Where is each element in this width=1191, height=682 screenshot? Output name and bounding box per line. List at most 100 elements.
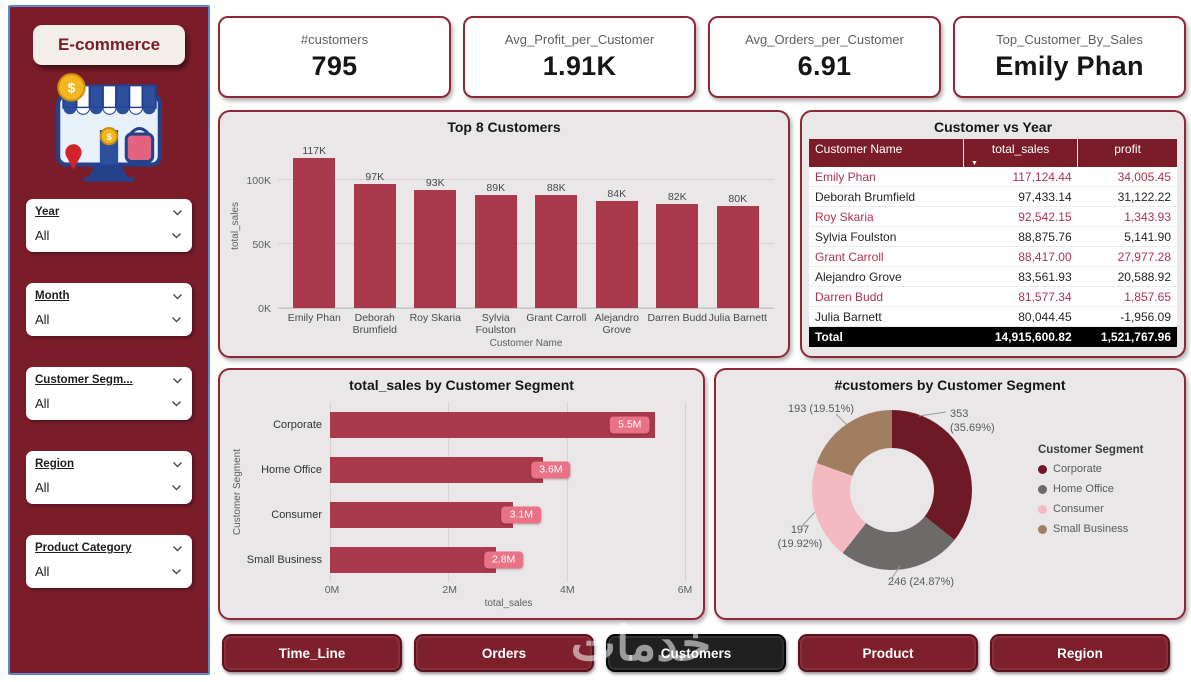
top8-bar-sylvia-foulston[interactable] [474,194,517,308]
table-row[interactable]: Julia Barnett 80,044.45 -1,956.09 [809,306,1177,327]
bar-column: 88K [526,142,587,308]
donut-ring[interactable] [812,410,972,570]
nav-button-product[interactable]: Product [798,634,978,672]
cell-profit: 1,857.65 [1077,286,1177,307]
table-row[interactable]: Grant Carroll 88,417.00 27,977.28 [809,246,1177,267]
y-axis-title: Customer Segment [231,448,243,536]
column-header-customer-name[interactable]: Customer Name [809,139,964,167]
segment-bar-home-office[interactable] [330,456,543,483]
category-label: Consumer [271,508,322,521]
x-axis-label: Julia Barnett [708,312,767,324]
legend-label: Small Business [1053,523,1129,535]
table-row[interactable]: Darren Budd 81,577.34 1,857.65 [809,286,1177,307]
chevron-down-icon[interactable] [172,545,183,552]
table-row[interactable]: Roy Skaria 92,542.15 1,343.93 [809,206,1177,227]
chevron-down-icon[interactable] [171,568,182,575]
top8-bar-emily-phan[interactable] [293,158,336,308]
kpi-card-avg-profit: Avg_Profit_per_Customer 1.91K [463,16,696,98]
bar-value-label: 80K [728,192,748,205]
legend-item-home-office[interactable]: Home Office [1038,483,1143,495]
bar-value-badge: 2.8M [483,551,524,568]
category-label: Home Office [261,463,322,476]
bar-value-label: 117K [302,145,327,158]
filter-region: Region All [26,451,192,504]
cell-total-sales: 92,542.15 [963,206,1078,227]
x-axis-tick-label: 6M [677,584,693,596]
table-row[interactable]: Deborah Brumfield 97,433.14 31,122.22 [809,186,1177,207]
bar-value-badge: 3.6M [531,461,571,478]
table-header-row: Customer Name total_sales ▼ profit [809,139,1177,167]
chevron-down-icon[interactable] [172,209,183,216]
segment-bar-consumer[interactable] [330,501,514,528]
bar-value-badge: 5.5M [610,416,650,433]
table-row[interactable]: Alejandro Grove 83,561.93 20,588.92 [809,266,1177,287]
y-axis-tick-label: 100K [246,174,271,187]
chart-title: #customers by Customer Segment [834,377,1066,393]
nav-button-orders[interactable]: Orders [414,634,594,672]
table-row[interactable]: Emily Phan 117,124.44 34,005.45 [809,167,1177,187]
chevron-down-icon[interactable] [171,316,182,323]
sidebar: E-commerce $ $ [8,5,210,675]
segment-bar-corporate[interactable] [330,411,656,438]
chevron-down-icon[interactable] [172,293,183,300]
top8-bar-grant-carroll[interactable] [535,195,578,308]
legend-dot [1038,504,1047,514]
legend-label: Corporate [1053,463,1102,475]
cell-profit: 5,141.90 [1077,226,1177,247]
chevron-down-icon[interactable] [172,461,183,468]
cell-total-sales: 88,875.76 [963,226,1078,247]
legend-item-corporate[interactable]: Corporate [1038,463,1143,475]
bar-row: 3.6M [330,447,685,492]
nav-button-time-line[interactable]: Time_Line [222,634,402,672]
column-header-total-sales[interactable]: total_sales ▼ [963,139,1078,167]
hbar-cats: Corporate Home Office Consumer Small Busine… [244,402,330,582]
segment-bar-small-business[interactable] [330,546,496,573]
kpi-label: #customers [300,32,369,47]
nav-button-region[interactable]: Region [990,634,1170,672]
cell-customer-name: Darren Budd [809,286,964,307]
chevron-down-icon[interactable] [171,484,182,491]
kpi-label: Avg_Orders_per_Customer [745,32,904,47]
table-row[interactable]: Sylvia Foulston 88,875.76 5,141.90 [809,226,1177,247]
chevron-down-icon[interactable] [171,232,182,239]
filter-dropdown[interactable]: All [35,228,183,243]
y-axis-title: total_sales [229,201,241,250]
x-axis-label: Emily Phan [287,312,341,324]
filter-label: Product Category [35,542,132,554]
legend-item-consumer[interactable]: Consumer [1038,503,1143,515]
filter-dropdown[interactable]: All [35,480,183,495]
cell-customer-name: Julia Barnett [809,306,964,327]
chevron-down-icon[interactable] [171,400,182,407]
customers-by-segment-chart: #customers by Customer Segment Customer … [714,368,1186,620]
legend-dot [1038,484,1047,494]
hbar-rows: 5.5M 3.6M 3.1M 2.8M [330,402,685,582]
top8-bar-alejandro-grove[interactable] [595,201,638,308]
kpi-value: Emily Phan [995,51,1144,81]
column-header-profit[interactable]: profit [1077,139,1177,167]
gridline [566,402,568,582]
bar-value-label: 89K [486,181,506,194]
bar-column: 89K [466,142,527,308]
top8-bar-julia-barnett[interactable] [716,205,759,308]
filter-dropdown[interactable]: All [35,312,183,327]
filter-dropdown[interactable]: All [35,396,183,411]
kpi-label: Top_Customer_By_Sales [996,32,1143,47]
category-label: Small Business [246,553,322,566]
kpi-value: 1.91K [542,51,617,81]
cell-profit: 20,588.92 [1077,266,1177,287]
x-axis-title: total_sales [484,598,533,609]
top8-bar-darren-budd[interactable] [656,203,699,308]
filter-dropdown[interactable]: All [35,564,183,579]
top8-bar-deborah-brumfield[interactable] [353,183,396,308]
bar-column: 97K [345,142,406,308]
filter-customer-segm: Customer Segm... All [26,367,192,420]
top8-yticks: 0K 50K 100K [242,142,278,315]
nav-button-customers[interactable]: Customers [606,634,786,672]
kpi-card-avg-orders: Avg_Orders_per_Customer 6.91 [708,16,941,98]
top8-bar-roy-skaria[interactable] [414,189,457,308]
legend-item-small-business[interactable]: Small Business [1038,523,1143,535]
chevron-down-icon[interactable] [172,377,183,384]
top8-bars: 117K 97K 93K 89K 88K 84K 82K 80K [278,142,774,308]
sort-descending-icon[interactable]: ▼ [971,160,978,167]
gridline [330,402,331,582]
